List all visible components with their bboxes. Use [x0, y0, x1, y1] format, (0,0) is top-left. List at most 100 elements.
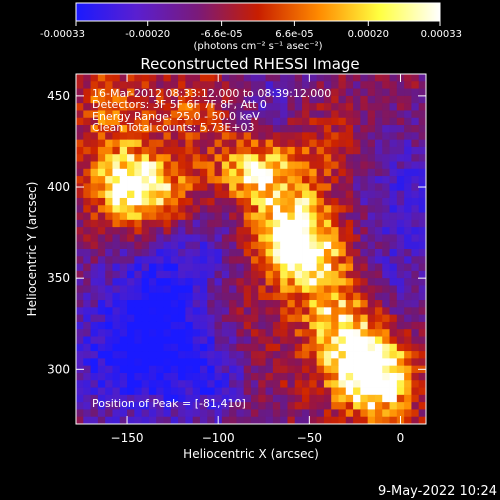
- heatmap-pixel: [185, 110, 194, 119]
- heatmap-pixel: [302, 372, 310, 381]
- heatmap-pixel: [287, 336, 296, 345]
- heatmap-pixel: [396, 227, 405, 235]
- heatmap-pixel: [287, 409, 296, 418]
- heatmap-pixel: [338, 117, 347, 126]
- heatmap-pixel: [389, 409, 398, 418]
- heatmap-pixel: [272, 270, 281, 279]
- heatmap-pixel: [119, 285, 128, 294]
- heatmap-pixel: [382, 380, 390, 388]
- heatmap-pixel: [287, 387, 296, 396]
- heatmap-pixel: [207, 416, 215, 425]
- heatmap-pixel: [280, 351, 288, 359]
- heatmap-pixel: [272, 249, 281, 257]
- colorbar-tick-label: -6.6e-05: [201, 29, 243, 40]
- heatmap-pixel: [287, 81, 296, 89]
- heatmap-pixel: [90, 285, 99, 294]
- heatmap-pixel: [294, 278, 303, 286]
- heatmap-pixel: [178, 394, 186, 403]
- heatmap-pixel: [404, 95, 412, 104]
- heatmap-pixel: [97, 110, 106, 119]
- heatmap-pixel: [338, 270, 347, 279]
- heatmap-pixel: [367, 307, 376, 316]
- heatmap-pixel: [199, 394, 208, 403]
- heatmap-pixel: [199, 358, 208, 367]
- heatmap-pixel: [163, 146, 172, 155]
- heatmap-pixel: [287, 329, 296, 337]
- heatmap-pixel: [396, 321, 405, 330]
- heatmap-pixel: [170, 74, 179, 82]
- heatmap-pixel: [112, 219, 121, 228]
- heatmap-pixel: [185, 190, 194, 199]
- heatmap-pixel: [418, 380, 427, 388]
- heatmap-pixel: [214, 176, 223, 184]
- heatmap-pixel: [294, 270, 303, 279]
- heatmap-pixel: [302, 387, 310, 396]
- heatmap-pixel: [97, 81, 106, 89]
- heatmap-pixel: [90, 278, 99, 286]
- heatmap-pixel: [323, 168, 332, 177]
- heatmap-pixel: [229, 394, 237, 403]
- heatmap-pixel: [185, 81, 194, 89]
- heatmap-pixel: [148, 168, 157, 177]
- heatmap-pixel: [294, 103, 303, 111]
- heatmap-pixel: [316, 387, 325, 396]
- heatmap-pixel: [345, 365, 354, 374]
- heatmap-pixel: [272, 329, 281, 337]
- heatmap-pixel: [411, 263, 420, 272]
- heatmap-pixel: [221, 351, 230, 359]
- heatmap-pixel: [90, 161, 99, 170]
- heatmap-pixel: [338, 183, 347, 192]
- heatmap-pixel: [134, 88, 143, 97]
- heatmap-pixel: [141, 74, 150, 82]
- heatmap-pixel: [258, 197, 266, 206]
- heatmap-pixel: [148, 402, 157, 410]
- heatmap-pixel: [163, 365, 172, 374]
- heatmap-pixel: [396, 387, 405, 396]
- heatmap-pixel: [199, 146, 208, 155]
- heatmap-pixel: [418, 81, 427, 89]
- heatmap-pixel: [360, 372, 369, 381]
- heatmap-pixel: [192, 190, 201, 199]
- heatmap-pixel: [134, 227, 143, 235]
- heatmap-pixel: [331, 168, 339, 177]
- heatmap-pixel: [243, 219, 252, 228]
- heatmap-pixel: [360, 387, 369, 396]
- heatmap-pixel: [411, 387, 420, 396]
- heatmap-pixel: [119, 117, 128, 126]
- heatmap-pixel: [127, 168, 135, 177]
- heatmap-pixel: [418, 416, 427, 425]
- heatmap-pixel: [134, 103, 143, 111]
- heatmap-pixel: [214, 270, 223, 279]
- heatmap-pixel: [141, 336, 150, 345]
- heatmap-pixel: [214, 307, 223, 316]
- heatmap-pixel: [148, 358, 157, 367]
- heatmap-pixel: [418, 278, 427, 286]
- heatmap-pixel: [90, 256, 99, 264]
- heatmap-pixel: [127, 387, 135, 396]
- heatmap-pixel: [280, 300, 288, 308]
- heatmap-pixel: [119, 168, 128, 177]
- heatmap-pixel: [338, 241, 347, 250]
- heatmap-pixel: [148, 234, 157, 243]
- heatmap-pixel: [418, 125, 427, 133]
- heatmap-pixel: [163, 263, 172, 272]
- heatmap-pixel: [214, 321, 223, 330]
- heatmap-pixel: [105, 176, 113, 184]
- heatmap-pixel: [353, 314, 361, 323]
- heatmap-pixel: [178, 292, 186, 301]
- heatmap-pixel: [404, 249, 412, 257]
- heatmap-pixel: [221, 358, 230, 367]
- heatmap-pixel: [382, 88, 390, 97]
- heatmap-pixel: [156, 154, 164, 162]
- heatmap-pixel: [170, 81, 179, 89]
- heatmap-pixel: [199, 103, 208, 111]
- heatmap-pixel: [105, 88, 113, 97]
- heatmap-pixel: [119, 402, 128, 410]
- heatmap-pixel: [76, 146, 84, 155]
- heatmap-pixel: [148, 292, 157, 301]
- heatmap-pixel: [382, 270, 390, 279]
- heatmap-pixel: [163, 329, 172, 337]
- heatmap-pixel: [83, 154, 91, 162]
